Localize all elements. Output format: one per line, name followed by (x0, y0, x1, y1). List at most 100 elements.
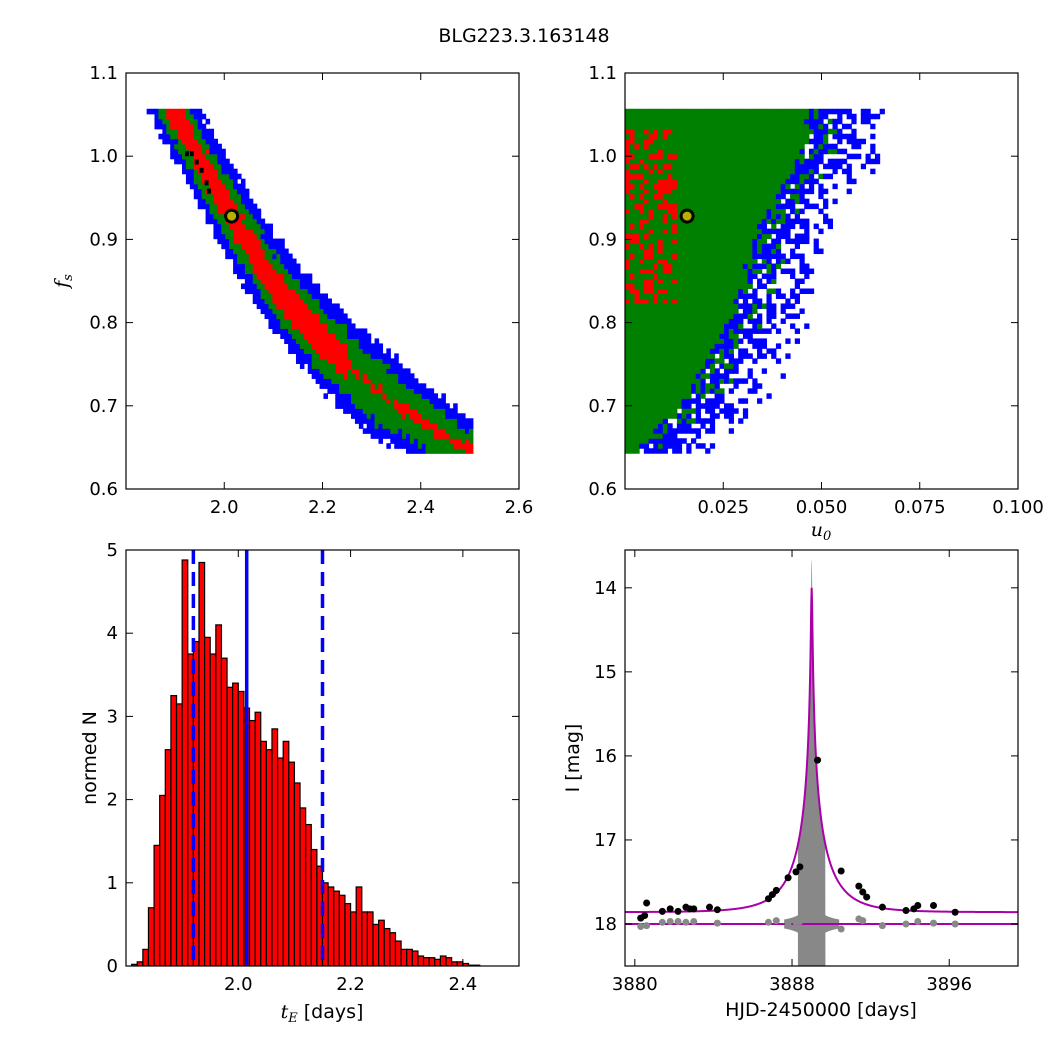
heatmap-cell (728, 298, 734, 304)
heatmap-cell (634, 243, 640, 250)
heatmap-cell (672, 293, 678, 299)
heatmap-cell (785, 228, 791, 235)
heatmap-cell (374, 348, 380, 354)
heatmap-cell (280, 278, 285, 285)
heatmap-cell (315, 303, 321, 310)
heatmap-cell (280, 333, 285, 340)
heatmap-cell (421, 393, 427, 399)
heatmap-cell (700, 228, 706, 235)
heatmap-cell (808, 108, 815, 115)
heatmap-cell (303, 308, 309, 315)
heatmap-cell (747, 143, 753, 150)
heatmap-cell (653, 263, 659, 270)
heatmap-cell (676, 143, 683, 150)
heatmap-cell (658, 293, 664, 299)
heatmap-cell (709, 178, 716, 185)
heatmap-cell (260, 263, 266, 270)
heatmap-cell (686, 228, 692, 235)
heatmap-cell (201, 203, 207, 210)
heatmap-cell (390, 358, 395, 364)
heatmap-cell (724, 188, 730, 195)
histogram-bar (254, 711, 262, 966)
heatmap-cell (358, 333, 364, 340)
heatmap-cell (653, 448, 659, 454)
heatmap-cell (417, 388, 423, 394)
heatmap-cell (303, 338, 309, 344)
heatmap-cell (354, 383, 360, 389)
heatmap-cell (634, 253, 640, 260)
heatmap-cell (709, 113, 716, 120)
x-tick-label: 3880 (612, 974, 658, 995)
heatmap-cell (794, 193, 800, 200)
heatmap-cell (625, 438, 631, 444)
heatmap-cell (366, 403, 372, 409)
heatmap-cell (625, 118, 631, 125)
heatmap-cell (700, 343, 706, 349)
heatmap-cell (295, 343, 301, 349)
heatmap-cell (747, 173, 753, 180)
heatmap-cell (648, 228, 654, 235)
heatmap-cell (780, 113, 786, 120)
heatmap-cell (625, 233, 631, 240)
heatmap-cell (728, 378, 734, 384)
heatmap-cell (662, 113, 668, 120)
heatmap-cell (366, 408, 372, 414)
heatmap-cell (700, 173, 706, 180)
heatmap-cell (464, 423, 470, 429)
heatmap-cell (209, 208, 215, 215)
histogram-bar (159, 794, 166, 966)
heatmap-cell (648, 368, 654, 374)
heatmap-cell (705, 273, 711, 280)
heatmap-cell (217, 223, 222, 230)
heatmap-cell (728, 168, 734, 175)
heatmap-cell (629, 398, 635, 404)
heatmap-cell (691, 233, 697, 240)
heatmap-cell (209, 128, 215, 135)
heatmap-cell (766, 213, 772, 220)
heatmap-cell (272, 253, 277, 260)
heatmap-cell (662, 168, 668, 175)
heatmap-cell (851, 178, 857, 185)
heatmap-cell (288, 348, 293, 354)
heatmap-cell (193, 143, 199, 150)
heatmap-cell (719, 138, 725, 145)
heatmap-cell (653, 353, 659, 359)
heatmap-cell (676, 268, 683, 275)
heatmap-cell (276, 248, 281, 255)
heatmap-cell (240, 248, 246, 255)
heatmap-cell (643, 228, 650, 235)
heatmap-cell (790, 193, 796, 200)
heatmap-cell (629, 433, 635, 439)
heatmap-cell (335, 303, 340, 310)
heatmap-cell (709, 338, 716, 344)
heatmap-cell (705, 303, 711, 309)
heatmap-cell (625, 348, 631, 354)
heatmap-cell (643, 213, 650, 220)
heatmap-cell (700, 128, 706, 135)
heatmap-cell (672, 158, 678, 165)
heatmap-cell (691, 328, 697, 334)
heatmap-cell (695, 123, 701, 130)
heatmap-cell (747, 188, 753, 195)
heatmap-cell (658, 238, 664, 245)
heatmap-cell (856, 143, 862, 150)
heatmap-cell (643, 268, 650, 275)
heatmap-cell (757, 253, 763, 260)
heatmap-cell (634, 193, 640, 200)
heatmap-cell (217, 183, 222, 190)
heatmap-cell (676, 263, 683, 270)
x-axis-label: tE [days] (281, 1001, 364, 1026)
heatmap-cell (339, 308, 344, 315)
heatmap-cell (676, 243, 683, 250)
histogram-bar (288, 761, 296, 966)
heatmap-cell (695, 393, 701, 399)
heatmap-cell (213, 203, 218, 210)
heatmap-cell (808, 203, 815, 210)
heatmap-cell (672, 198, 678, 205)
heatmap-cell (705, 223, 711, 230)
heatmap-cell (686, 413, 692, 419)
heatmap-cell (709, 323, 716, 329)
heatmap-cell (185, 123, 191, 130)
heatmap-cell (634, 303, 640, 309)
residual-point (859, 917, 867, 925)
